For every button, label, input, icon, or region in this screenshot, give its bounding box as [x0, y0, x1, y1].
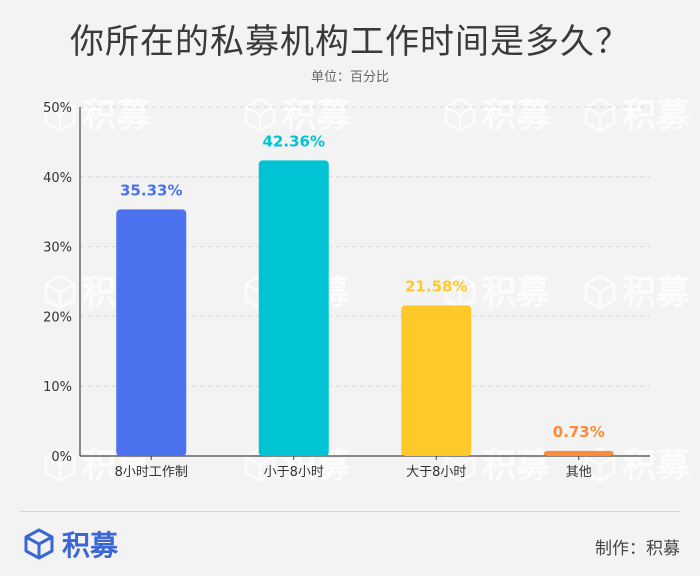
watermark-cube-icon [44, 447, 76, 483]
footer-divider [20, 511, 680, 512]
watermark-cube-icon [444, 447, 476, 483]
bar [116, 209, 187, 456]
watermark-text: 积募 [82, 96, 151, 136]
watermark-text: 积募 [622, 273, 691, 313]
watermark-cube-icon [244, 447, 276, 483]
data-label: 0.73% [553, 423, 605, 441]
x-tick-label: 其他 [566, 465, 592, 480]
watermark: 积募 [584, 96, 691, 136]
y-tick-label: 40% [43, 171, 72, 186]
bar-chart: 积募积募积募积募积募积募积募积募积募积募积募积募0%10%20%30%40%50… [43, 96, 691, 486]
y-tick-label: 0% [51, 450, 72, 465]
watermark-cube-icon [444, 97, 476, 133]
x-tick-label: 小于8小时 [264, 465, 324, 480]
watermark-cube-icon [44, 274, 76, 310]
watermark-cube-icon [584, 447, 616, 483]
watermark: 积募 [444, 273, 551, 313]
watermark-text: 积募 [482, 446, 551, 486]
data-label: 35.33% [120, 181, 182, 199]
watermark-text: 积募 [282, 96, 351, 136]
y-tick-label: 20% [43, 310, 72, 325]
bar [401, 305, 472, 456]
y-tick-label: 10% [43, 380, 72, 395]
chart-title: 你所在的私募机构工作时间是多久？ [70, 22, 630, 62]
watermark-text: 积募 [482, 96, 551, 136]
y-tick-label: 30% [43, 241, 72, 256]
watermark: 积募 [444, 96, 551, 136]
watermark: 积募 [584, 273, 691, 313]
watermark: 积募 [244, 96, 351, 136]
y-tick-label: 50% [43, 101, 72, 116]
bar [258, 160, 329, 456]
credit-text: 制作：积募 [595, 539, 680, 559]
watermark-text: 积募 [482, 273, 551, 313]
brand-cube-icon [24, 528, 54, 560]
bar [543, 450, 614, 456]
watermark-cube-icon [244, 97, 276, 133]
watermark-text: 积募 [622, 96, 691, 136]
data-label: 21.58% [405, 277, 467, 295]
watermark-cube-icon [584, 97, 616, 133]
x-tick-label: 8小时工作制 [115, 465, 188, 480]
x-tick-label: 大于8小时 [406, 465, 466, 480]
watermark: 积募 [44, 96, 151, 136]
brand-name: 积募 [62, 529, 119, 562]
watermark-cube-icon [584, 274, 616, 310]
data-label: 42.36% [263, 132, 325, 150]
watermark: 积募 [584, 446, 691, 486]
watermark-text: 积募 [622, 446, 691, 486]
watermark: 积募 [444, 446, 551, 486]
unit-caption: 单位：百分比 [310, 70, 389, 85]
brand-logo: 积募 [22, 524, 118, 564]
watermark-cube-icon [44, 97, 76, 133]
